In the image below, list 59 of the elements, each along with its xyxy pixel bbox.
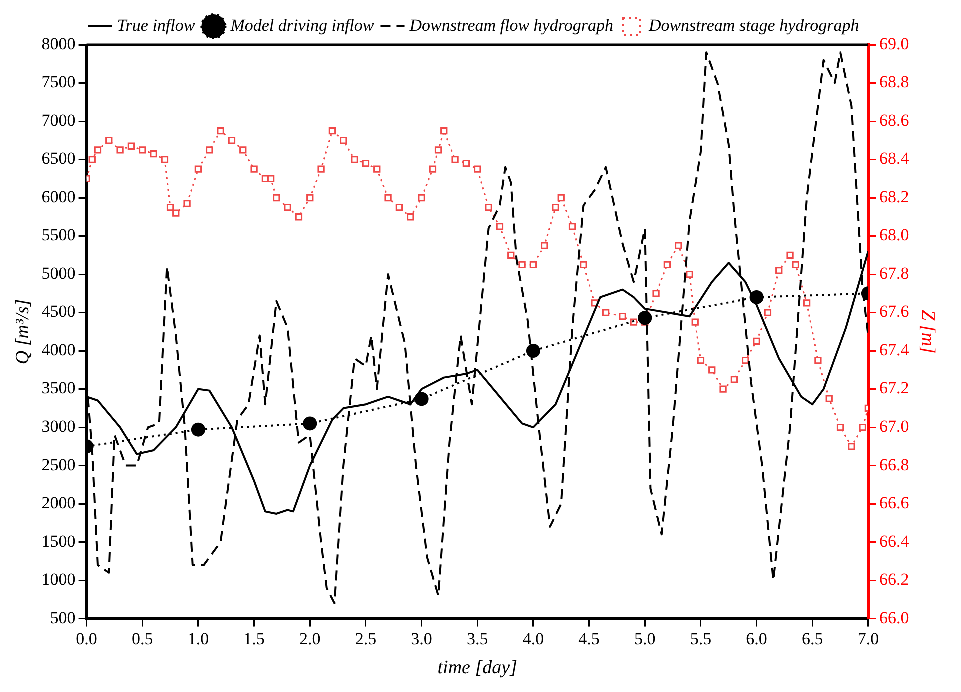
y2-tick-label: 66.6 — [879, 494, 910, 513]
x-tick-label: 5.5 — [690, 629, 712, 648]
x-axis-title: time [day] — [438, 658, 518, 679]
x-tick-label: 6.0 — [746, 629, 768, 648]
legend-label: Downstream stage hydrograph — [648, 16, 860, 35]
y2-tick-label: 66.4 — [879, 532, 910, 551]
x-tick-label: 1.5 — [244, 629, 265, 648]
y-tick-label: 3000 — [42, 417, 76, 436]
y-tick-label: 500 — [50, 608, 76, 628]
y2-tick-label: 68.8 — [879, 72, 910, 92]
y-tick-label: 6500 — [42, 149, 76, 168]
y2-tick-label: 68.0 — [879, 226, 910, 245]
y2-tick-label: 67.0 — [879, 417, 910, 436]
y-tick-label: 3500 — [42, 378, 76, 398]
y-tick-label: 5500 — [42, 226, 76, 245]
y-axis-title: Q [m³/s] — [12, 299, 34, 365]
x-tick-label: 1.0 — [188, 629, 210, 648]
legend-label: True inflow — [117, 16, 196, 35]
y-tick-label: 5000 — [42, 264, 76, 283]
y2-tick-label: 67.4 — [879, 340, 910, 360]
y-tick-label: 2000 — [42, 494, 76, 513]
y2-tick-label: 68.6 — [879, 110, 910, 130]
x-tick-label: 4.5 — [578, 629, 600, 648]
x-tick-label: 3.0 — [411, 629, 432, 648]
y-tick-label: 1500 — [42, 532, 76, 551]
point — [191, 422, 206, 437]
legend-label: Downstream flow hydrograph — [408, 16, 614, 35]
y-tick-label: 4000 — [42, 340, 76, 360]
y2-tick-label: 68.2 — [879, 187, 910, 206]
x-tick-label: 4.0 — [522, 629, 544, 648]
y2-tick-label: 67.8 — [879, 264, 910, 283]
y2-tick-label: 67.2 — [879, 378, 910, 398]
x-tick-label: 5.0 — [634, 629, 656, 648]
y-tick-label: 6000 — [42, 187, 76, 206]
y-tick-label: 1000 — [42, 570, 76, 590]
y-tick-label: 7500 — [42, 72, 76, 92]
y-tick-label: 8000 — [42, 34, 76, 54]
x-tick-label: 0.5 — [132, 629, 154, 648]
x-tick-label: 2.0 — [300, 629, 321, 648]
y2-tick-label: 66.2 — [879, 570, 910, 590]
point — [638, 311, 652, 326]
y2-tick-label: 69.0 — [879, 34, 910, 54]
x-tick-label: 7.0 — [858, 629, 880, 648]
legend-label: Model driving inflow — [230, 16, 375, 35]
x-tick-label: 6.5 — [802, 629, 824, 648]
y-tick-label: 4500 — [42, 302, 76, 322]
point — [303, 416, 318, 431]
x-tick-label: 3.5 — [467, 629, 488, 648]
y2-axis-title: Z [m] — [918, 310, 939, 354]
point — [526, 344, 540, 358]
y2-tick-label: 66.0 — [879, 608, 910, 628]
y2-tick-label: 68.4 — [879, 149, 910, 168]
x-tick-label: 0.0 — [76, 629, 98, 648]
y-tick-label: 7000 — [42, 110, 76, 130]
y2-tick-label: 67.6 — [879, 302, 910, 322]
point — [414, 392, 429, 406]
y2-tick-label: 66.8 — [879, 455, 910, 474]
y-tick-label: 2500 — [42, 455, 76, 474]
x-tick-label: 2.5 — [355, 629, 377, 648]
